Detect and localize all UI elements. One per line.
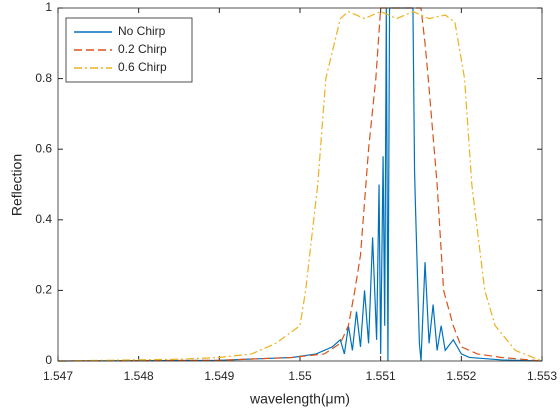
x-tick-label: 1.553 <box>527 369 557 383</box>
x-tick-label: 1.548 <box>124 369 154 383</box>
legend-label: No Chirp <box>118 24 166 38</box>
x-axis-label: wavelength(μm) <box>249 391 350 407</box>
x-tick-label: 1.55 <box>288 369 312 383</box>
x-tick-label: 1.551 <box>366 369 396 383</box>
legend-label: 0.2 Chirp <box>118 42 167 56</box>
x-tick-label: 1.547 <box>43 369 73 383</box>
y-tick-label: 0.8 <box>35 71 52 85</box>
x-tick-label: 1.552 <box>446 369 476 383</box>
x-tick-label: 1.549 <box>204 369 234 383</box>
series-line <box>57 10 543 362</box>
series-line <box>57 7 543 362</box>
y-tick-label: 0.6 <box>35 141 52 155</box>
axes-box <box>57 7 543 362</box>
y-tick-label: 1 <box>45 0 52 14</box>
y-axis-label: Reflection <box>9 154 25 216</box>
legend-label: 0.6 Chirp <box>118 60 167 74</box>
y-tick-label: 0 <box>45 353 52 367</box>
y-tick-label: 0.4 <box>35 212 52 226</box>
y-tick-label: 0.2 <box>35 283 52 297</box>
